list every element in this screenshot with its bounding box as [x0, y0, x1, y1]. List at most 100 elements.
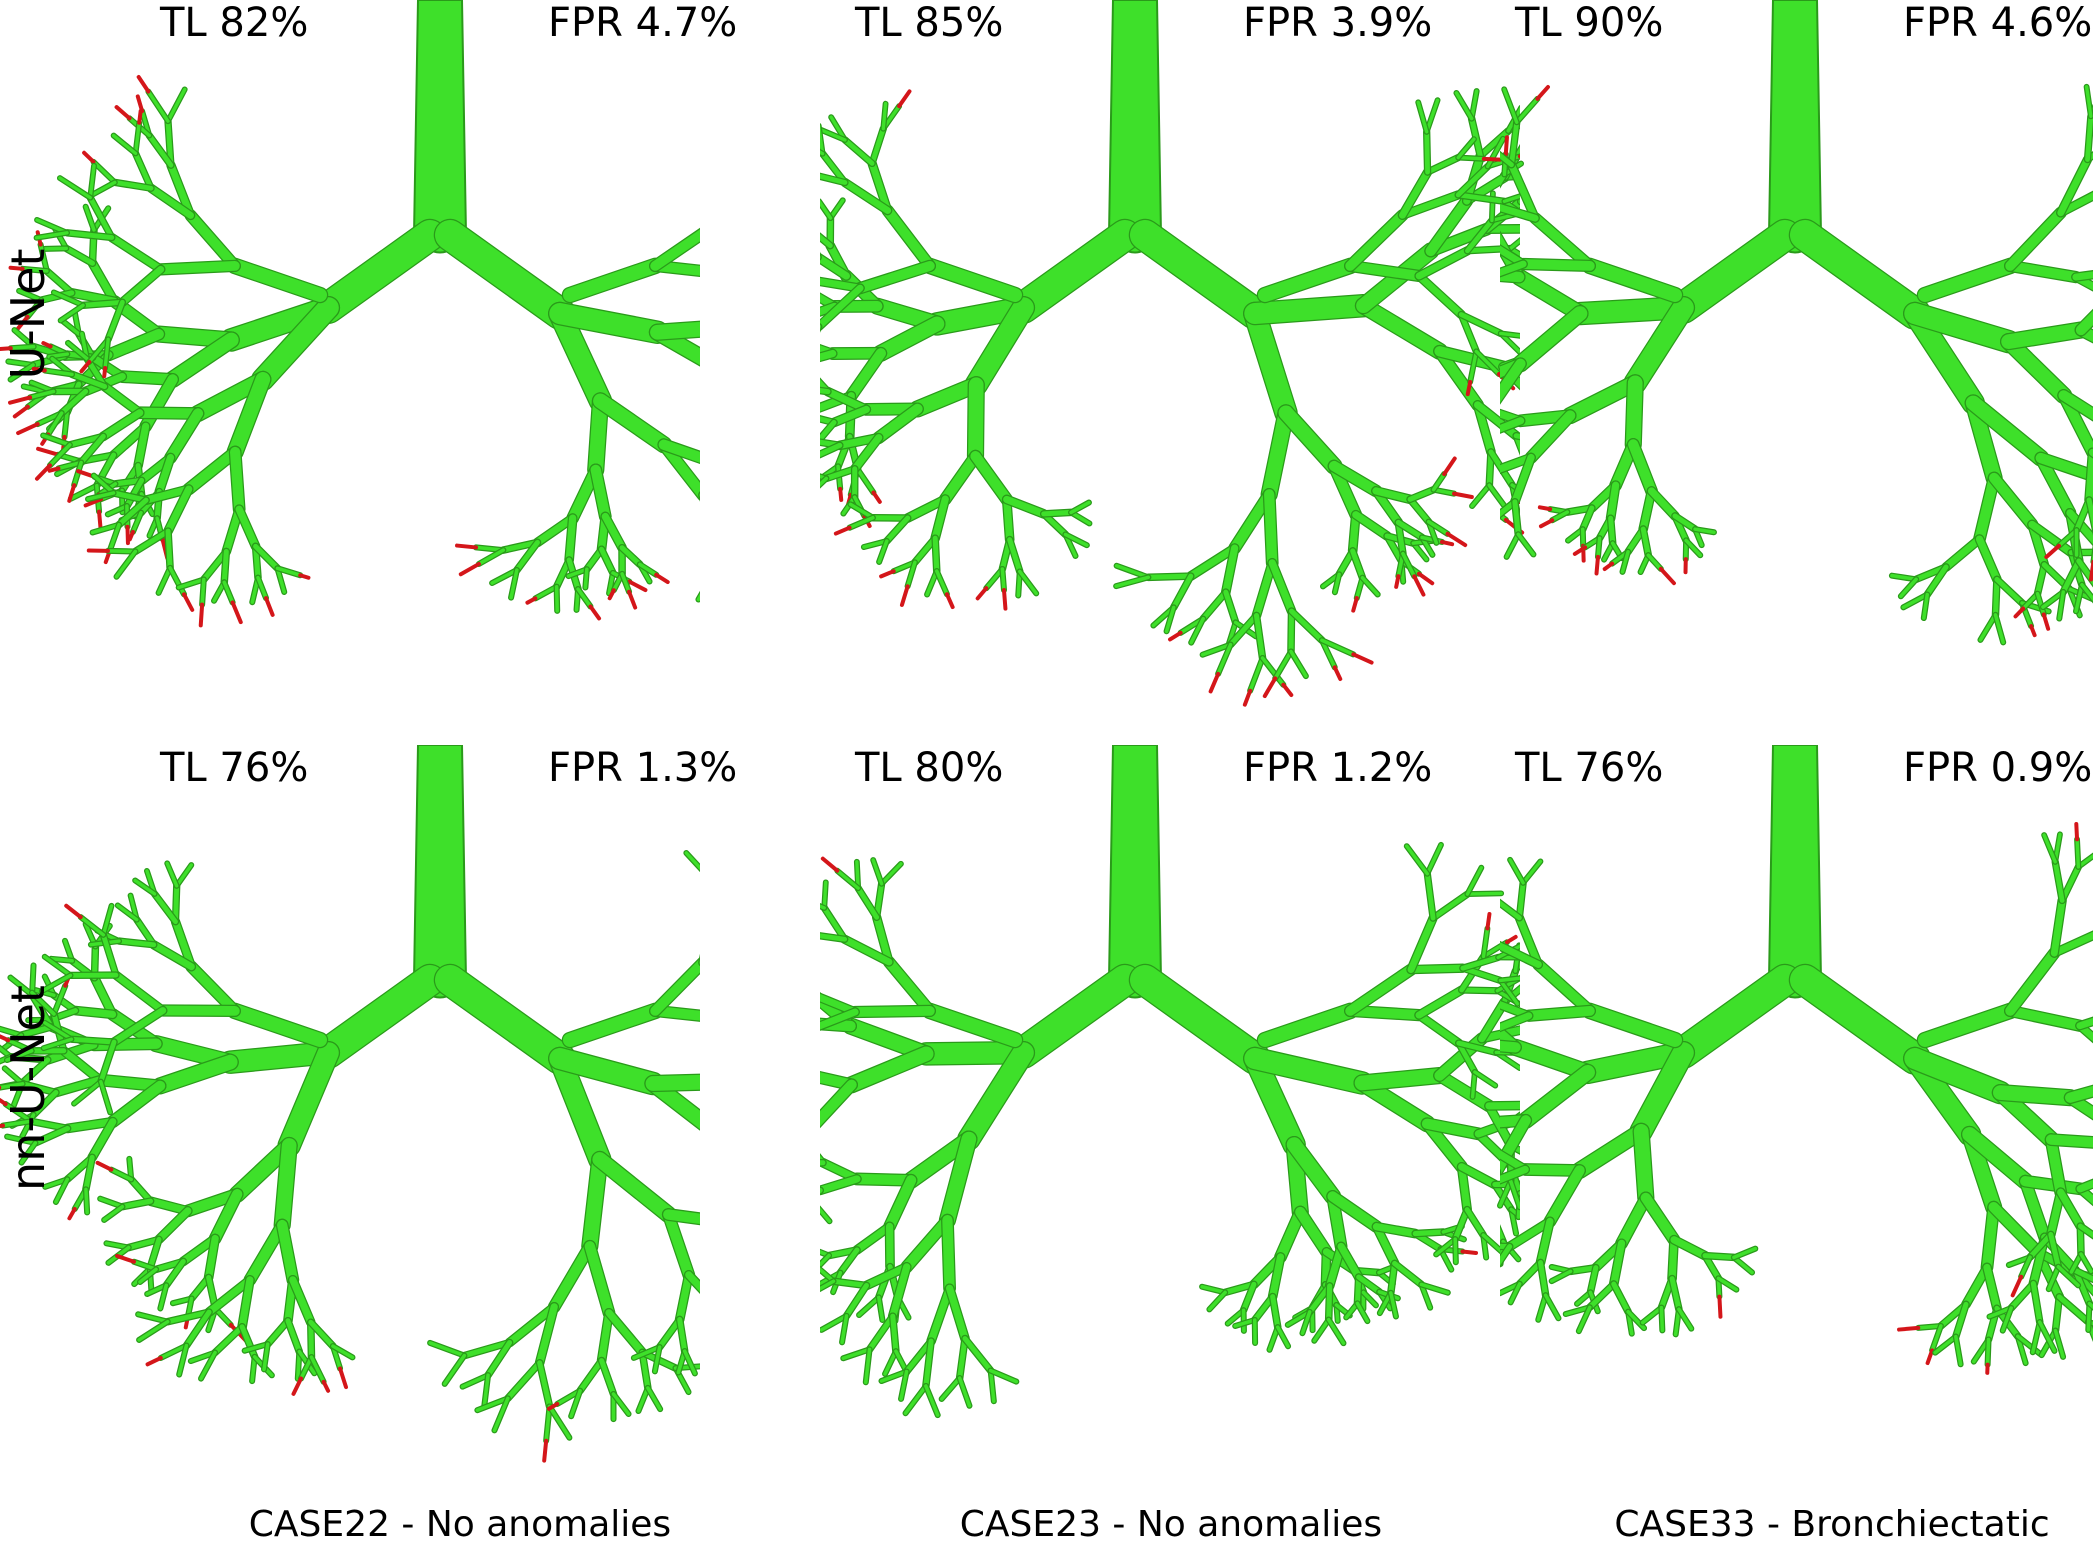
- airway-branch: [309, 1355, 326, 1384]
- airway-branch: [106, 504, 129, 517]
- airway-branch: [1289, 608, 1325, 643]
- airway-branch: [1349, 511, 1360, 555]
- airway-branch: [1462, 934, 1464, 969]
- airway-branch: [2072, 271, 2093, 281]
- column-caption: CASE33 - Bronchiectatic: [1614, 1504, 2049, 1545]
- airway-branch: [685, 1024, 711, 1036]
- airway-branch: [2048, 1231, 2061, 1270]
- airway-branch: [2053, 1328, 2065, 1359]
- false-positive-tip: [742, 388, 751, 390]
- airway-branch: [706, 849, 715, 874]
- airway-branch: [777, 280, 804, 288]
- false-positive-tip: [760, 1144, 778, 1154]
- airway-branch: [782, 1247, 802, 1261]
- false-positive-tip: [607, 588, 616, 601]
- airway-branch: [820, 1250, 831, 1258]
- airway-branch: [871, 858, 884, 886]
- airway-branch: [703, 955, 725, 969]
- airway-branch: [854, 319, 872, 338]
- airway-branch: [790, 515, 808, 534]
- airway-branch: [793, 1116, 815, 1129]
- airway-branch: [810, 437, 815, 458]
- airway-branch: [1511, 269, 1588, 321]
- airway-branch: [2045, 1134, 2066, 1198]
- airway-branch: [63, 939, 74, 963]
- false-positive-tip: [1571, 179, 1578, 190]
- airway-branch: [764, 255, 803, 279]
- airway-branch: [784, 254, 789, 270]
- airway-branch: [124, 477, 145, 509]
- false-positive-tip: [588, 604, 602, 621]
- airway-branch: [733, 947, 761, 972]
- airway-branch: [533, 514, 577, 547]
- airway-branch: [1407, 487, 1437, 502]
- airway-branch: [698, 491, 700, 499]
- airway-branch: [1399, 168, 1431, 219]
- airway-branch: [719, 1307, 728, 1338]
- airway-branch: [806, 1056, 838, 1057]
- airway-branch: [792, 207, 819, 208]
- airway-branch: [1269, 1253, 1285, 1301]
- airway-branch: [88, 164, 96, 200]
- airway-branch: [867, 1313, 896, 1352]
- airway-branch: [699, 959, 700, 965]
- airway-branch: [932, 535, 940, 574]
- airway-branch: [739, 573, 764, 587]
- airway-branch: [862, 539, 889, 549]
- airway-branch: [565, 514, 577, 564]
- airway-branch: [776, 1138, 778, 1164]
- airway-branch: [1398, 231, 1413, 247]
- airway-branch: [1541, 165, 1567, 175]
- airway-branch: [1517, 1189, 1520, 1198]
- airway-branch: [1407, 496, 1432, 525]
- airway-branch: [717, 543, 739, 573]
- airway-branch: [758, 1108, 776, 1138]
- airway-branch: [765, 1048, 807, 1054]
- airway-branch: [789, 1281, 810, 1294]
- airway-branch: [108, 522, 121, 552]
- airway-branch: [768, 1190, 790, 1200]
- airway-branch: [108, 234, 165, 273]
- airway-branch: [764, 255, 803, 279]
- airway-branch: [1640, 1192, 1680, 1245]
- airway-branch: [803, 1118, 804, 1140]
- airway-branch: [1429, 394, 1449, 406]
- airway-branch: [804, 960, 824, 984]
- false-positive-tip: [787, 1271, 791, 1291]
- airway-branch: [1244, 1048, 1305, 1156]
- airway-branch: [94, 1074, 166, 1092]
- airway-branch: [789, 427, 809, 440]
- airway-branch: [500, 539, 540, 553]
- false-positive-tip: [1567, 161, 1583, 175]
- airway-branch: [19, 1141, 38, 1165]
- airway-branch: [800, 246, 822, 255]
- false-positive-tip: [1594, 554, 1600, 576]
- airway-branch: [490, 568, 519, 585]
- airway-branch: [460, 1373, 490, 1389]
- airway-branch: [717, 543, 739, 573]
- false-positive-tip: [458, 561, 481, 577]
- airway-branch: [1464, 910, 1473, 934]
- airway-branch: [691, 1028, 705, 1051]
- airway-branch: [737, 1070, 787, 1072]
- airway-branch: [52, 983, 68, 1016]
- airway-branch: [1355, 1027, 1379, 1037]
- airway-branch: [699, 493, 700, 498]
- airway-branch: [810, 437, 815, 458]
- airway-branch: [740, 1031, 766, 1037]
- airway-branch: [752, 332, 769, 343]
- airway-branch: [782, 960, 807, 993]
- airway-branch: [755, 496, 766, 517]
- airway-branch: [837, 1060, 864, 1061]
- airway-branch: [90, 974, 117, 1018]
- airway-branch: [554, 584, 559, 613]
- airway-branch: [1498, 976, 1520, 983]
- airway-branch: [767, 149, 790, 169]
- airway-branch: [699, 960, 700, 965]
- airway-branch: [20, 267, 49, 273]
- airway-branch: [1508, 161, 1539, 222]
- airway-branch: [477, 548, 506, 566]
- airway-branch: [677, 1316, 688, 1354]
- false-positive-tip: [102, 366, 108, 379]
- airway-branch: [745, 340, 777, 341]
